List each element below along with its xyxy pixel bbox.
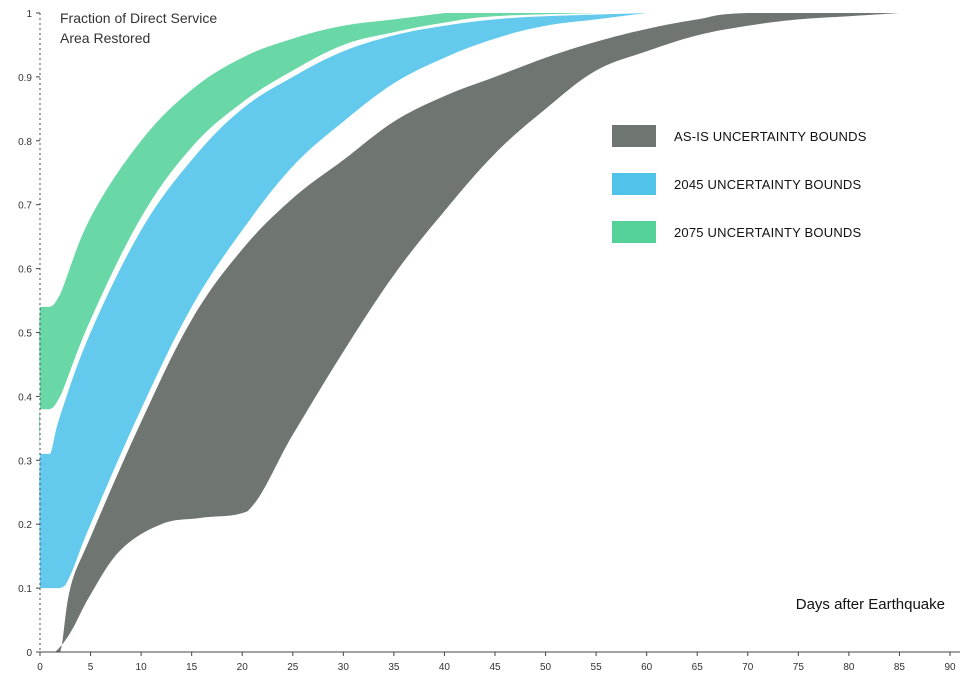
x-tick-label: 15 (186, 662, 198, 673)
x-tick-label: 40 (439, 662, 451, 673)
y-tick-label: 0.9 (18, 73, 32, 84)
area-2075 (39, 13, 597, 454)
x-tick-label: 80 (843, 662, 855, 673)
x-tick-label: 75 (793, 662, 805, 673)
x-tick-label: 30 (338, 662, 350, 673)
x-tick-label: 0 (37, 662, 43, 673)
x-tick-label: 5 (88, 662, 94, 673)
y-tick-label: 0.2 (18, 520, 32, 531)
y-tick-label: 0.7 (18, 201, 32, 212)
legend-item-as-is: AS-IS UNCERTAINTY BOUNDS (612, 125, 867, 147)
plot-areas (39, 13, 900, 652)
legend-swatch-as-is (612, 125, 656, 147)
x-tick-label: 50 (540, 662, 552, 673)
x-tick-label: 35 (388, 662, 400, 673)
y-axis-title-line-2: Area Restored (60, 30, 151, 46)
axes-layer: 0 5 10 15 20 25 30 35 40 45 50 55 60 65 70 75 80 85 90 0 0.1… (18, 9, 960, 673)
y-tick-label: 0.5 (18, 329, 32, 340)
legend-item-2045: 2045 UNCERTAINTY BOUNDS (612, 173, 861, 195)
y-axis-title-line-1: Fraction of Direct Service (60, 10, 218, 26)
legend-label-2075: 2075 UNCERTAINTY BOUNDS (674, 224, 862, 240)
y-tick-label: 0.3 (18, 456, 32, 467)
legend-item-2075: 2075 UNCERTAINTY BOUNDS (612, 221, 861, 243)
y-tick-label: 0 (26, 648, 32, 659)
legend-label-as-is: AS-IS UNCERTAINTY BOUNDS (674, 128, 867, 144)
y-axis-title: Fraction of Direct Service Area Restored (60, 8, 217, 48)
x-tick-label: 55 (591, 662, 603, 673)
x-tick-label: 70 (742, 662, 754, 673)
area-as-is (50, 13, 900, 652)
y-tick-label: 1 (26, 9, 32, 20)
x-axis-title: Days after Earthquake (795, 596, 945, 613)
legend-swatch-2045 (612, 173, 656, 195)
x-tick-label: 25 (287, 662, 299, 673)
x-tick-label: 90 (944, 662, 956, 673)
y-tick-label: 0.1 (18, 584, 32, 595)
x-tick-label: 20 (237, 662, 249, 673)
x-tick-label: 85 (894, 662, 906, 673)
x-tick-label: 60 (641, 662, 653, 673)
y-tick-label: 0.6 (18, 265, 32, 276)
legend-label-2045: 2045 UNCERTAINTY BOUNDS (674, 176, 862, 192)
y-tick-label: 0.8 (18, 137, 32, 148)
area-2045 (39, 13, 647, 589)
x-tick-label: 65 (692, 662, 704, 673)
legend-swatch-2075 (612, 221, 656, 243)
x-tick-label: 10 (136, 662, 148, 673)
x-tick-label: 45 (489, 662, 501, 673)
y-tick-label: 0.4 (18, 392, 32, 403)
